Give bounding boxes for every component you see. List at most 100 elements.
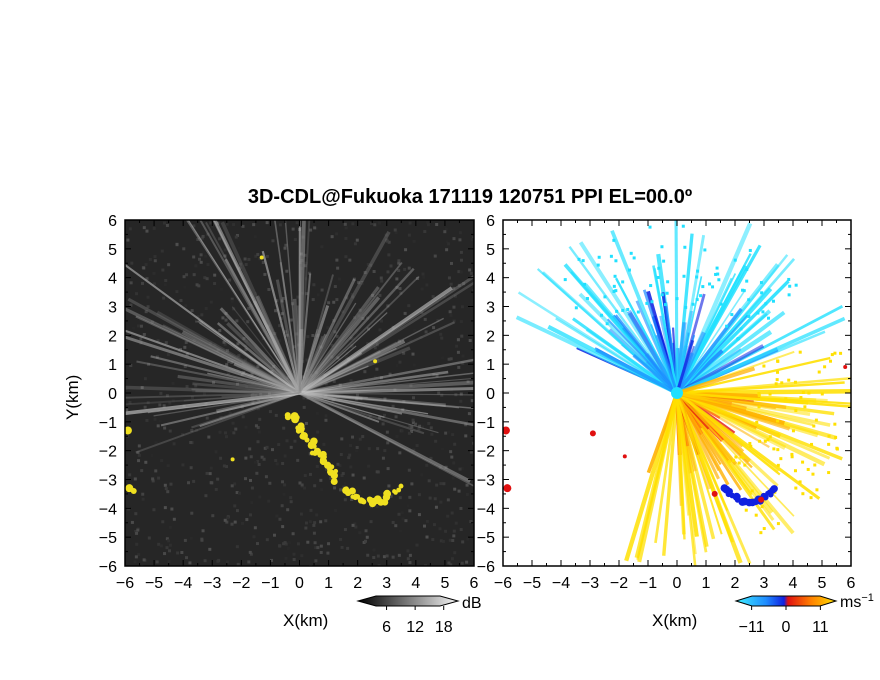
velocity-colorbar-unit-base: ms (840, 594, 861, 611)
velocity-y-tick-label: 1 (486, 357, 495, 374)
reflectivity-echo-blob (317, 451, 324, 458)
reflectivity-noise-pixel (398, 496, 402, 500)
velocity-speckle-pixel (748, 441, 752, 445)
reflectivity-noise-pixel (274, 459, 278, 463)
reflectivity-noise-pixel (257, 463, 261, 467)
velocity-speckle-pixel (754, 513, 758, 517)
reflectivity-noise-pixel (402, 400, 406, 404)
velocity-x-tick-label: −5 (523, 575, 541, 592)
velocity-speckle-pixel (830, 353, 834, 357)
reflectivity-noise-pixel (442, 482, 446, 486)
reflectivity-noise-pixel (286, 546, 290, 550)
velocity-echo-blob (758, 496, 765, 503)
reflectivity-noise-pixel (461, 354, 465, 358)
reflectivity-noise-pixel (459, 270, 463, 274)
reflectivity-noise-pixel (313, 484, 317, 488)
reflectivity-noise-pixel (397, 261, 401, 265)
reflectivity-noise-pixel (452, 529, 456, 533)
reflectivity-noise-pixel (161, 520, 165, 524)
reflectivity-noise-pixel (466, 380, 470, 384)
velocity-speckle-pixel (758, 439, 762, 443)
reflectivity-noise-pixel (404, 248, 408, 252)
reflectivity-noise-pixel (449, 357, 453, 361)
reflectivity-x-tick-label: 6 (470, 575, 479, 592)
reflectivity-noise-pixel (245, 339, 249, 343)
reflectivity-noise-pixel (274, 309, 278, 313)
reflectivity-noise-pixel (413, 329, 417, 333)
velocity-speckle-pixel (803, 405, 807, 409)
reflectivity-noise-pixel (130, 261, 134, 265)
reflectivity-y-tick-label: −2 (99, 444, 117, 461)
reflectivity-noise-pixel (300, 554, 304, 558)
reflectivity-noise-pixel (187, 481, 191, 485)
reflectivity-noise-pixel (267, 287, 271, 291)
reflectivity-noise-pixel (195, 317, 199, 321)
reflectivity-echo-ray (219, 307, 301, 395)
reflectivity-noise-pixel (205, 277, 209, 281)
velocity-speckle-pixel (817, 370, 821, 374)
reflectivity-noise-pixel (453, 487, 457, 491)
reflectivity-noise-pixel (352, 365, 356, 369)
reflectivity-noise-pixel (295, 332, 299, 336)
reflectivity-noise-pixel (256, 365, 260, 369)
reflectivity-noise-pixel (137, 444, 141, 448)
velocity-y-tick-label: 5 (486, 242, 495, 259)
reflectivity-noise-pixel (216, 477, 220, 481)
reflectivity-noise-pixel (399, 529, 403, 533)
reflectivity-noise-pixel (213, 282, 217, 286)
velocity-echo-ray (676, 392, 723, 535)
reflectivity-noise-pixel (162, 296, 166, 300)
reflectivity-noise-pixel (408, 495, 412, 499)
reflectivity-noise-pixel (258, 257, 262, 261)
reflectivity-noise-pixel (344, 355, 348, 359)
reflectivity-noise-pixel (202, 392, 206, 396)
reflectivity-noise-pixel (244, 425, 248, 429)
reflectivity-noise-pixel (128, 473, 132, 477)
reflectivity-noise-pixel (244, 477, 248, 481)
reflectivity-echo-ray (125, 392, 300, 406)
reflectivity-noise-pixel (133, 560, 137, 564)
reflectivity-noise-pixel (459, 399, 463, 403)
reflectivity-noise-pixel (410, 430, 414, 434)
reflectivity-noise-pixel (260, 455, 264, 459)
reflectivity-noise-pixel (126, 238, 130, 242)
reflectivity-noise-pixel (320, 288, 324, 292)
reflectivity-noise-pixel (222, 340, 226, 344)
reflectivity-noise-pixel (333, 486, 337, 490)
reflectivity-noise-pixel (172, 442, 176, 446)
reflectivity-noise-pixel (332, 300, 336, 304)
reflectivity-noise-pixel (141, 492, 145, 496)
reflectivity-echo-ray (299, 358, 474, 395)
reflectivity-noise-pixel (278, 544, 282, 548)
reflectivity-noise-pixel (395, 363, 399, 367)
reflectivity-noise-pixel (383, 413, 387, 417)
reflectivity-noise-pixel (397, 553, 401, 557)
reflectivity-noise-pixel (469, 271, 473, 275)
reflectivity-echo-ray (299, 392, 403, 415)
reflectivity-noise-pixel (299, 512, 303, 516)
velocity-echo-ray (675, 392, 734, 543)
reflectivity-noise-pixel (258, 417, 262, 421)
velocity-speckle-pixel (681, 224, 685, 228)
reflectivity-noise-pixel (343, 498, 347, 502)
reflectivity-noise-pixel (434, 505, 438, 509)
reflectivity-noise-pixel (313, 521, 317, 525)
reflectivity-noise-pixel (424, 564, 428, 566)
reflectivity-echo-ray (299, 377, 474, 394)
reflectivity-noise-pixel (245, 385, 249, 389)
reflectivity-noise-pixel (277, 339, 281, 343)
reflectivity-noise-pixel (420, 473, 424, 477)
reflectivity-noise-pixel (205, 416, 209, 420)
reflectivity-noise-pixel (431, 295, 435, 299)
velocity-speckle-pixel (757, 392, 761, 396)
reflectivity-noise-pixel (304, 526, 308, 530)
velocity-echo-ray (676, 391, 851, 408)
reflectivity-noise-pixel (446, 514, 450, 518)
reflectivity-noise-pixel (223, 431, 227, 435)
reflectivity-echo-blob (373, 359, 378, 364)
reflectivity-noise-pixel (425, 463, 429, 467)
reflectivity-noise-pixel (203, 276, 207, 280)
reflectivity-noise-pixel (439, 482, 443, 486)
reflectivity-noise-pixel (348, 453, 352, 457)
reflectivity-noise-pixel (278, 517, 282, 521)
